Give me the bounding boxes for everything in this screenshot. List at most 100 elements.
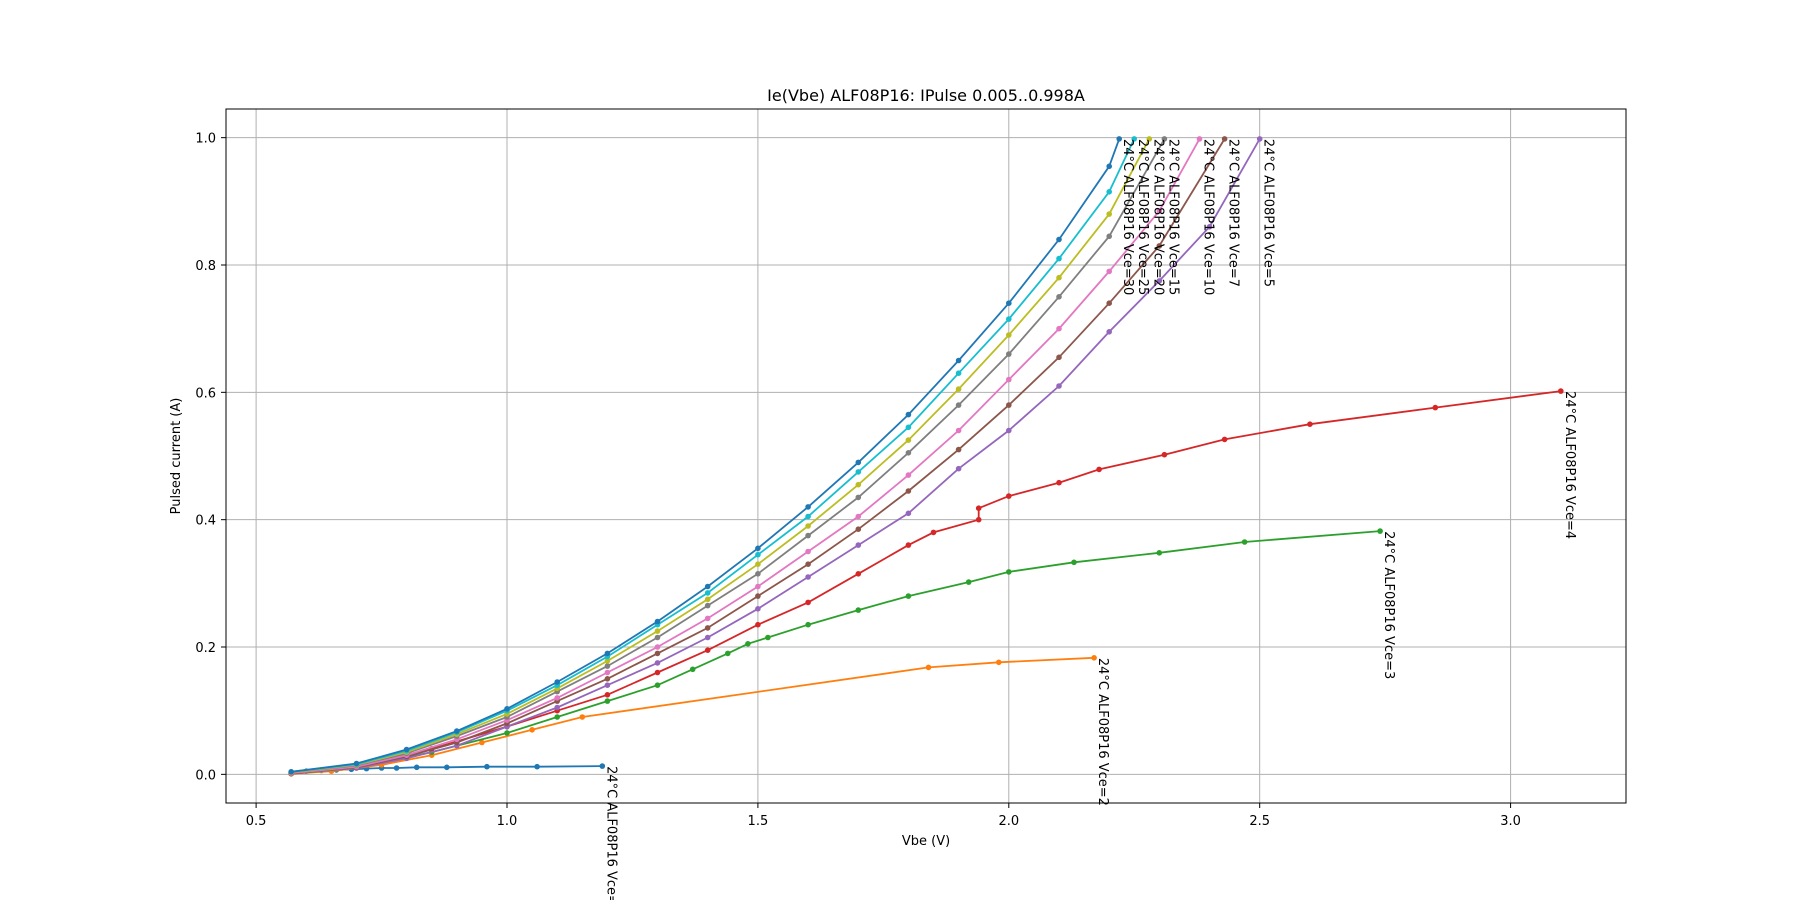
- x-tick-label: 2.0: [998, 814, 1019, 829]
- series-end-label: 24°C ALF08P16 Vce=20: [1150, 139, 1165, 295]
- series-8: [288, 136, 1168, 776]
- data-point: [905, 472, 912, 478]
- data-point: [1106, 268, 1112, 275]
- data-point: [1056, 354, 1062, 361]
- data-point: [529, 727, 535, 733]
- data-point: [704, 615, 711, 622]
- data-point: [534, 763, 540, 770]
- data-point: [805, 513, 811, 520]
- data-point: [805, 548, 811, 555]
- data-point: [1106, 329, 1112, 335]
- data-point: [1196, 136, 1203, 142]
- data-point: [805, 621, 811, 628]
- data-point: [604, 676, 611, 682]
- series-end-label: 24°C ALF08P16 Vce=2: [1095, 658, 1110, 806]
- y-axis-label: Pulsed current (A): [169, 398, 184, 515]
- series-line: [291, 138, 1121, 773]
- data-point: [905, 542, 912, 548]
- data-point: [1106, 211, 1112, 217]
- data-point: [1116, 136, 1122, 142]
- data-point: [604, 682, 611, 688]
- data-point: [1056, 255, 1062, 262]
- data-point: [604, 692, 611, 698]
- data-point: [579, 714, 586, 720]
- data-point: [1221, 436, 1228, 443]
- data-point: [855, 469, 862, 475]
- x-tick-label: 1.5: [748, 814, 769, 829]
- data-point: [955, 465, 962, 472]
- data-point: [1432, 404, 1439, 411]
- data-point: [1161, 136, 1168, 142]
- data-point: [1156, 550, 1163, 556]
- series-line: [291, 530, 1381, 775]
- data-point: [1006, 316, 1012, 322]
- data-point: [288, 769, 295, 775]
- data-point: [504, 730, 510, 736]
- data-point: [1006, 351, 1012, 357]
- data-point: [755, 606, 761, 612]
- series-line: [291, 138, 1136, 773]
- data-point: [905, 593, 912, 599]
- data-point: [1056, 274, 1062, 281]
- data-point: [805, 574, 811, 580]
- data-point: [955, 427, 962, 434]
- data-point: [1056, 479, 1062, 486]
- data-point: [965, 579, 972, 585]
- data-point: [1106, 233, 1112, 240]
- data-point: [654, 660, 661, 666]
- data-point: [855, 571, 862, 577]
- data-point: [1106, 300, 1112, 307]
- series-layer: [288, 136, 1564, 777]
- data-point: [1156, 278, 1163, 284]
- data-point: [1071, 559, 1077, 566]
- y-tick-label: 0.6: [195, 386, 216, 401]
- data-point: [1006, 376, 1012, 383]
- data-point: [955, 402, 962, 408]
- data-point: [1206, 224, 1213, 230]
- series-line: [291, 138, 1261, 774]
- data-point: [1241, 539, 1248, 545]
- data-point: [654, 634, 661, 641]
- data-point: [704, 625, 711, 631]
- data-point: [554, 704, 560, 711]
- data-point: [1006, 402, 1012, 408]
- data-point: [1256, 136, 1263, 142]
- data-point: [955, 370, 962, 377]
- data-point: [1056, 294, 1062, 300]
- data-point: [604, 669, 611, 676]
- data-point: [1096, 466, 1102, 473]
- y-tick-label: 1.0: [195, 132, 216, 147]
- data-point: [1006, 493, 1012, 499]
- data-point: [1131, 136, 1137, 142]
- data-point: [745, 641, 751, 647]
- data-point: [1146, 136, 1153, 142]
- series-end-label: 24°C ALF08P16 Vce=3: [1381, 531, 1396, 679]
- data-point: [755, 593, 761, 599]
- series-end-label: 24°C ALF08P16 Vce=15: [1165, 139, 1180, 295]
- data-point: [704, 647, 711, 653]
- data-point: [554, 714, 560, 720]
- axes: 0.5 1.0 1.5 2.0 2.5 3.0 0.0 0.2 0.4 0.6 0.8 1.0: [195, 132, 1521, 829]
- data-point: [755, 583, 761, 590]
- data-point: [755, 545, 761, 552]
- data-point: [654, 644, 661, 650]
- data-point: [479, 739, 485, 746]
- series-labels: 24°C ALF08P16 Vce=1 24°C ALF08P16 Vce=2 24…: [603, 139, 1576, 900]
- data-point: [554, 679, 560, 685]
- data-point: [996, 659, 1002, 666]
- data-point: [704, 590, 711, 596]
- data-point: [704, 602, 711, 609]
- data-point: [393, 765, 400, 771]
- series-end-label: 24°C ALF08P16 Vce=25: [1135, 139, 1150, 295]
- y-tick-label: 0.0: [195, 768, 216, 783]
- data-point: [654, 682, 661, 688]
- data-point: [805, 523, 811, 529]
- series-end-label: 24°C ALF08P16 Vce=1: [603, 766, 618, 900]
- y-tick-label: 0.8: [195, 259, 216, 274]
- data-point: [1106, 189, 1112, 195]
- data-point: [855, 459, 862, 466]
- data-point: [975, 516, 982, 523]
- data-point: [1221, 136, 1228, 142]
- data-point: [704, 634, 711, 641]
